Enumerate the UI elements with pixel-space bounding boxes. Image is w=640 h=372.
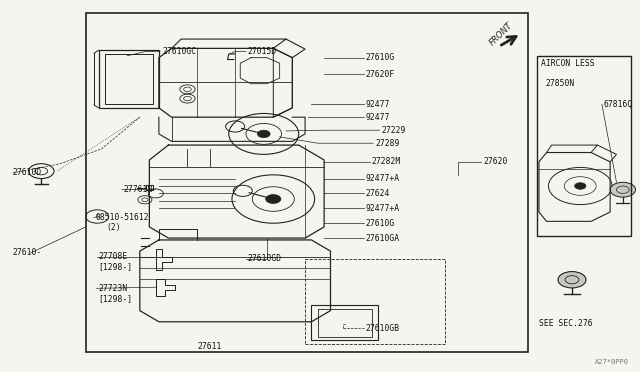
Text: FRONT: FRONT xyxy=(488,21,515,48)
Bar xyxy=(312,305,378,340)
Bar xyxy=(537,56,631,236)
Text: 27610GC: 27610GC xyxy=(162,47,196,56)
Text: 27289: 27289 xyxy=(375,139,399,148)
Text: 27610-: 27610- xyxy=(13,248,42,257)
Text: [1298-]: [1298-] xyxy=(99,294,132,303)
Text: AIRCON LESS: AIRCON LESS xyxy=(541,59,595,68)
Bar xyxy=(86,13,527,352)
Text: 92477+A: 92477+A xyxy=(365,174,399,183)
Text: 27610GD: 27610GD xyxy=(248,254,282,263)
Text: S: S xyxy=(95,214,99,219)
Circle shape xyxy=(558,272,586,288)
Text: 92477: 92477 xyxy=(365,100,390,109)
Text: 27620: 27620 xyxy=(483,157,508,166)
Text: 92477: 92477 xyxy=(365,113,390,122)
Text: 27708E: 27708E xyxy=(99,252,128,261)
Circle shape xyxy=(266,195,281,203)
Text: 27610GA: 27610GA xyxy=(365,234,399,243)
Bar xyxy=(318,309,372,337)
Text: 27723N: 27723N xyxy=(99,284,128,293)
Bar xyxy=(105,54,152,104)
Text: 27620F: 27620F xyxy=(365,70,395,79)
Bar xyxy=(99,50,159,108)
Circle shape xyxy=(610,182,636,197)
Text: [1298-]: [1298-] xyxy=(99,262,132,271)
Text: 27850N: 27850N xyxy=(545,79,575,88)
Text: 92477+A: 92477+A xyxy=(365,204,399,213)
Text: 27761N: 27761N xyxy=(124,185,153,194)
Text: 27229: 27229 xyxy=(381,126,406,135)
Text: 27611: 27611 xyxy=(197,342,221,351)
Text: 27610GB: 27610GB xyxy=(365,324,399,333)
Text: 27610D: 27610D xyxy=(13,169,42,177)
Text: 27610G: 27610G xyxy=(365,53,395,62)
Text: 27282M: 27282M xyxy=(372,157,401,166)
Circle shape xyxy=(575,183,586,189)
Text: 08510-51612: 08510-51612 xyxy=(95,213,149,222)
Text: (2): (2) xyxy=(107,223,122,232)
Circle shape xyxy=(257,130,270,138)
Text: A27*0PP0: A27*0PP0 xyxy=(595,359,629,365)
Text: SEE SEC.276: SEE SEC.276 xyxy=(539,319,593,328)
Text: 67816Q: 67816Q xyxy=(604,100,633,109)
Text: 27624: 27624 xyxy=(365,189,390,198)
Text: 27015D: 27015D xyxy=(248,47,277,56)
Text: 27610G: 27610G xyxy=(365,219,395,228)
Bar xyxy=(305,259,445,344)
